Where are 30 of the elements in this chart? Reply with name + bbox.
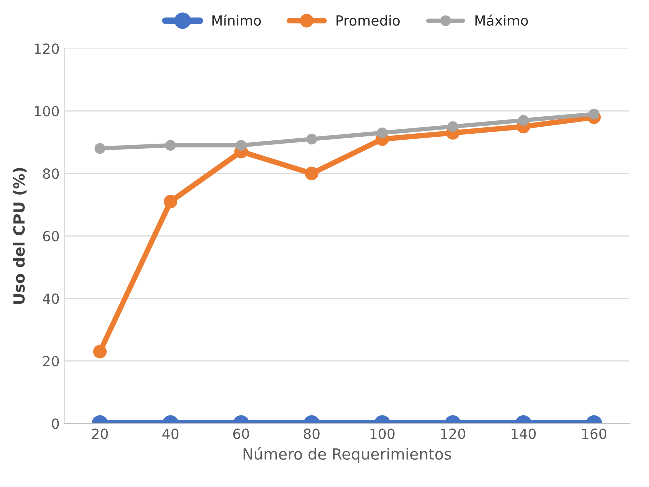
point xyxy=(164,195,178,209)
x-axis-title: Número de Requerimientos xyxy=(244,448,452,463)
point xyxy=(588,108,600,120)
point xyxy=(165,140,176,151)
x-tick-label: 60 xyxy=(233,428,250,440)
legend-label: Mínimo xyxy=(212,14,262,26)
x-tick-label: 20 xyxy=(92,428,108,440)
y-tick-label: 80 xyxy=(43,168,60,180)
point xyxy=(236,140,247,151)
x-tick-label: 160 xyxy=(582,428,607,440)
point xyxy=(518,115,530,126)
point xyxy=(306,134,318,145)
y-tick-label: 20 xyxy=(43,356,60,367)
point xyxy=(448,121,458,132)
x-tick-label: 120 xyxy=(441,428,466,440)
y-tick-label: 40 xyxy=(43,294,60,304)
point xyxy=(377,128,388,138)
y-tick-label: 120 xyxy=(35,44,60,54)
y-axis-title: Uso del CPU (%) xyxy=(13,168,27,304)
point xyxy=(94,143,106,154)
x-tick-label: 140 xyxy=(512,428,536,440)
legend-label: Máximo xyxy=(476,14,528,26)
x-tick-label: 80 xyxy=(304,428,320,440)
point xyxy=(305,166,319,180)
legend-label: Promedio xyxy=(336,15,400,26)
x-tick-label: 100 xyxy=(370,428,395,440)
x-tick-label: 40 xyxy=(162,428,179,440)
y-tick-label: 0 xyxy=(52,418,60,430)
y-tick-label: 60 xyxy=(43,231,60,242)
y-tick-label: 100 xyxy=(35,106,60,117)
